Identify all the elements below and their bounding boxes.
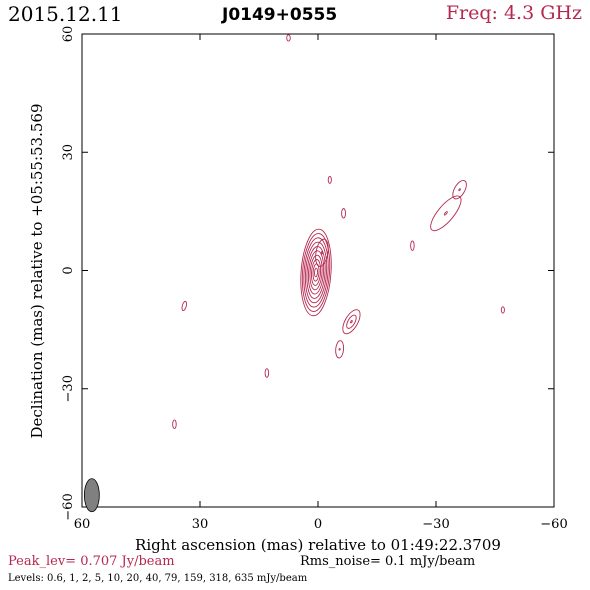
source-component: [452, 180, 467, 200]
source-component: [181, 300, 187, 312]
label-layer: Right ascension (mas) relative to 01:49:…: [28, 103, 501, 554]
contour-line: [350, 320, 353, 324]
contour-line: [300, 228, 332, 317]
rms-noise: Rms_noise= 0.1 mJy/beam: [300, 554, 476, 569]
contour-line: [303, 237, 329, 308]
x-tick-label: −30: [422, 517, 449, 532]
source-component: [341, 208, 346, 219]
contour-line: [304, 241, 328, 304]
frequency-label: Freq: 4.3 GHz: [445, 2, 582, 24]
source-component: [500, 306, 505, 314]
plot-frame: [81, 33, 555, 508]
source-component: [264, 368, 270, 378]
contour-line: [335, 340, 345, 359]
source-component: [410, 240, 415, 251]
x-tick-label: −60: [540, 517, 567, 532]
source-component: [300, 228, 332, 317]
contour-line: [314, 267, 319, 278]
contour-line: [410, 240, 415, 251]
contour-line: [286, 34, 291, 42]
contour-line: [452, 180, 467, 200]
x-axis-label: Right ascension (mas) relative to 01:49:…: [135, 536, 501, 554]
y-tick-label: −30: [61, 375, 76, 402]
y-tick-label: 60: [61, 26, 76, 43]
contour-line: [301, 233, 331, 312]
peak-level: Peak_lev= 0.707 Jy/beam: [8, 554, 175, 569]
x-tick-label: 30: [192, 517, 209, 532]
source-name: J0149+0555: [222, 5, 338, 25]
contour-line: [443, 211, 448, 216]
contour-line: [315, 238, 329, 267]
x-tick-label: 60: [74, 517, 91, 532]
contour-line: [342, 309, 361, 335]
source-component: [327, 175, 332, 184]
contour-line: [309, 254, 323, 291]
beam-ellipse: [83, 478, 100, 513]
x-tick-label: 0: [314, 517, 322, 532]
contour-line: [341, 208, 346, 219]
source-component: [335, 340, 345, 359]
contour-line: [181, 300, 187, 312]
source-component: [342, 309, 361, 335]
contour-line: [430, 195, 462, 232]
contour-line: [346, 314, 357, 329]
source-component: [286, 34, 291, 42]
contour-levels: Levels: 0.6, 1, 2, 5, 10, 20, 40, 79, 15…: [8, 573, 308, 584]
y-tick-label: 30: [61, 144, 76, 161]
observation-date: 2015.12.11: [8, 2, 123, 26]
contour-line: [172, 419, 177, 430]
source-component: [172, 419, 177, 430]
contour-line: [320, 250, 324, 255]
y-tick-label: 0: [61, 266, 76, 274]
contour-line: [458, 188, 461, 192]
contour-line: [307, 250, 325, 295]
contour-line: [264, 368, 270, 378]
source-component: [430, 195, 462, 232]
contour-line: [338, 348, 341, 351]
contour-line: [500, 306, 505, 314]
beam-layer: [83, 478, 100, 513]
source-component: [315, 238, 329, 267]
contour-line: [311, 259, 322, 286]
y-axis-label: Declination (mas) relative to +05:55:53.…: [28, 103, 46, 438]
contour-line: [327, 175, 332, 184]
contour-layer: [172, 34, 505, 430]
y-tick-label: −60: [61, 493, 76, 520]
